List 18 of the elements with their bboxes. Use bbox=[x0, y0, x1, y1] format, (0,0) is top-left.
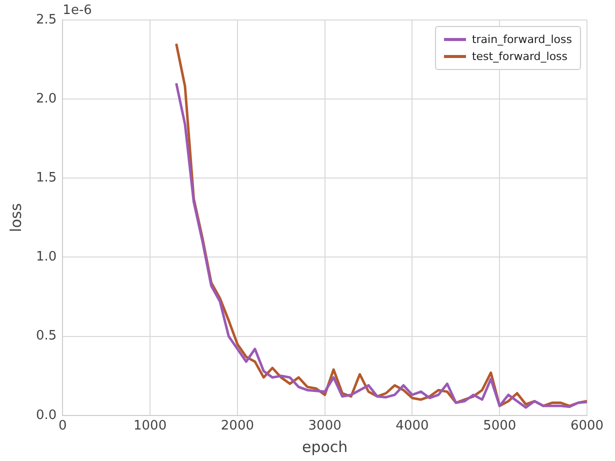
y-axis-title: loss bbox=[6, 203, 25, 232]
x-tick-label: 4000 bbox=[396, 418, 429, 434]
text: 1e-6 bbox=[62, 2, 92, 18]
x-tick-label: 2000 bbox=[220, 418, 254, 434]
x-tick-label: 6000 bbox=[570, 418, 604, 434]
y-tick-label: 0.5 bbox=[36, 328, 57, 344]
legend-label: train_forward_loss bbox=[472, 32, 572, 48]
x-axis-title: epoch bbox=[302, 438, 348, 456]
x-tick-label: 3000 bbox=[308, 418, 342, 434]
x-tick-label: 1000 bbox=[134, 418, 167, 434]
y-tick-label: 0.0 bbox=[36, 408, 57, 423]
y-tick-label: 2.5 bbox=[36, 12, 57, 28]
y-tick-label: 1.5 bbox=[36, 170, 57, 186]
y-tick-label: 1.0 bbox=[36, 250, 57, 265]
y-tick-label: 2.0 bbox=[36, 91, 57, 106]
x-tick-label: 0 bbox=[58, 418, 67, 434]
x-tick-label: 5000 bbox=[483, 418, 516, 434]
legend-label: test_forward_loss bbox=[472, 49, 568, 65]
